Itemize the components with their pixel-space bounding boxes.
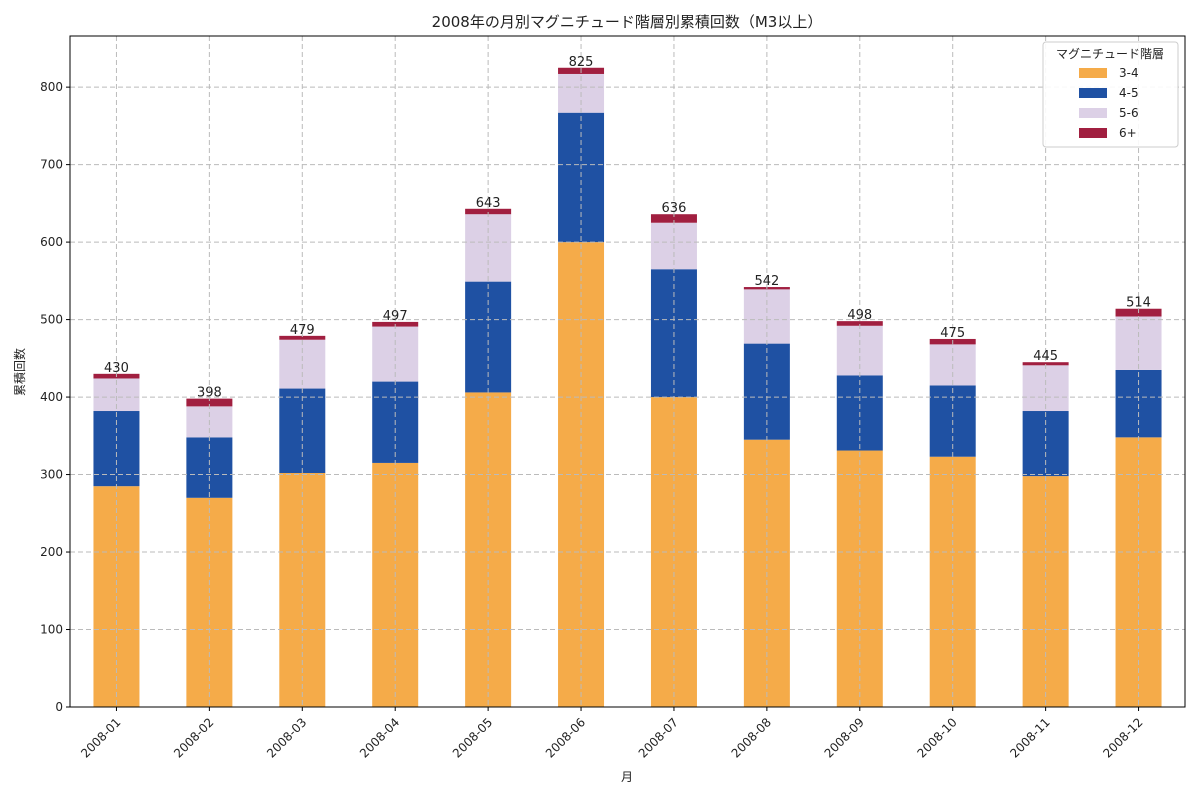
y-tick-label: 0 <box>55 700 63 714</box>
legend-box <box>1042 41 1179 148</box>
x-tick-label: 2008-12 <box>1100 715 1145 760</box>
y-tick-label: 200 <box>40 545 63 559</box>
x-tick-label: 2008-06 <box>543 715 588 760</box>
x-tick-label: 2008-01 <box>78 715 123 760</box>
x-tick-label: 2008-10 <box>914 715 959 760</box>
y-tick-label: 400 <box>40 390 63 404</box>
legend-swatch-4-5 <box>1079 88 1107 98</box>
bar-segment-3-4 <box>186 497 233 707</box>
total-label: 479 <box>290 323 315 338</box>
legend-label-4-5: 4-5 <box>1119 86 1139 100</box>
legend-label-3-4: 3-4 <box>1119 66 1139 80</box>
total-label: 643 <box>476 196 501 211</box>
x-tick-label: 2008-02 <box>171 715 216 760</box>
legend-title: マグニチュード階層 <box>1056 46 1164 61</box>
legend-label-6+: 6+ <box>1119 126 1137 140</box>
y-tick-label: 800 <box>40 80 63 94</box>
x-tick-label: 2008-09 <box>822 715 867 760</box>
y-tick-label: 300 <box>40 468 63 482</box>
total-label: 445 <box>1033 349 1058 364</box>
x-ticks: 2008-01 2008-02 2008-03 2008-04 2008-05 2008-… <box>78 707 1146 761</box>
chart-title: 2008年の月別マグニチュード階層別累積回数（M3以上） <box>432 13 823 31</box>
plot-frame <box>69 35 1186 708</box>
bar-segment-6+ <box>186 398 233 407</box>
total-label: 398 <box>197 386 222 401</box>
total-label: 497 <box>383 309 408 324</box>
y-ticks: 0 100 200 300 400 500 600 700 800 <box>40 80 70 714</box>
x-tick-label: 2008-07 <box>636 715 681 760</box>
y-tick-label: 700 <box>40 158 63 172</box>
x-tick-label: 2008-04 <box>357 715 402 760</box>
total-labels: 430 398 479 497 643 825 636 542 498 475 445 514 <box>104 55 1151 401</box>
total-label: 542 <box>754 274 779 289</box>
grid-lines <box>70 36 1185 708</box>
bar-segment-6+ <box>465 208 512 215</box>
y-tick-label: 500 <box>40 313 63 327</box>
legend-swatch-6+ <box>1079 128 1107 138</box>
bar-segment-6+ <box>836 321 883 326</box>
legend-swatch-3-4 <box>1079 68 1107 78</box>
legend: マグニチュード階層 3-4 4-5 5-6 6+ <box>1042 41 1179 148</box>
total-label: 825 <box>569 55 594 70</box>
y-tick-label: 100 <box>40 623 63 637</box>
total-label: 475 <box>940 326 965 341</box>
total-label: 498 <box>847 308 872 323</box>
legend-swatch-5-6 <box>1079 108 1107 118</box>
total-label: 514 <box>1126 296 1151 311</box>
total-label: 430 <box>104 361 129 376</box>
x-axis-label: 月 <box>621 770 633 784</box>
bar-segment-6+ <box>650 214 697 223</box>
x-tick-label: 2008-05 <box>450 715 495 760</box>
x-tick-label: 2008-11 <box>1007 715 1052 760</box>
y-axis-label: 累積回数 <box>12 348 27 396</box>
bar-segment-6+ <box>279 335 326 340</box>
bars <box>93 67 1162 707</box>
y-tick-label: 600 <box>40 235 63 249</box>
legend-label-5-6: 5-6 <box>1119 106 1139 120</box>
x-tick-label: 2008-08 <box>729 715 774 760</box>
total-label: 636 <box>662 201 687 216</box>
bar-segment-6+ <box>1022 362 1069 366</box>
x-tick-label: 2008-03 <box>264 715 309 760</box>
